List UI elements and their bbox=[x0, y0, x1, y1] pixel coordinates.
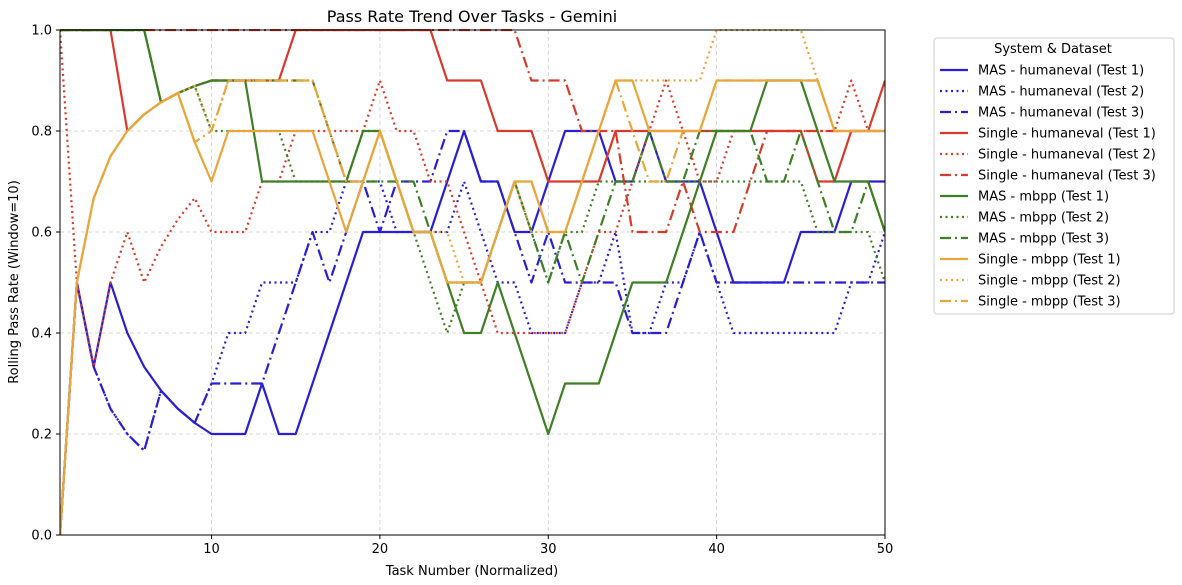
plot-frame bbox=[59, 29, 886, 536]
series-layer bbox=[60, 29, 885, 536]
x-tick-label: 40 bbox=[708, 542, 725, 557]
legend-label: MAS - mbpp (Test 1) bbox=[978, 190, 1109, 205]
legend-label: MAS - humaneval (Test 3) bbox=[978, 106, 1144, 121]
tick-layer: 10 20 30 40 50 0.0 0.2 0.4 0.6 0.8 1.0 bbox=[31, 24, 893, 558]
legend-items: MAS - humaneval (Test 1) MAS - humaneval … bbox=[940, 64, 1156, 310]
legend-title: System & Dataset bbox=[994, 42, 1112, 57]
series-line bbox=[60, 29, 885, 284]
series-line bbox=[60, 79, 885, 536]
series-line bbox=[60, 29, 885, 234]
legend-label: Single - humaneval (Test 3) bbox=[978, 169, 1156, 184]
x-tick-label: 50 bbox=[877, 542, 894, 557]
legend-label: Single - humaneval (Test 2) bbox=[978, 148, 1156, 163]
legend-label: Single - mbpp (Test 2) bbox=[978, 274, 1121, 289]
legend-label: Single - mbpp (Test 3) bbox=[978, 295, 1121, 310]
legend-label: MAS - humaneval (Test 1) bbox=[978, 64, 1144, 79]
x-tick-label: 10 bbox=[203, 542, 220, 557]
series-line bbox=[60, 129, 885, 536]
y-tick-label: 0.8 bbox=[31, 125, 52, 140]
y-tick-label: 1.0 bbox=[31, 24, 52, 39]
x-tick-label: 30 bbox=[540, 542, 557, 557]
x-axis-label: Task Number (Normalized) bbox=[385, 564, 558, 579]
series-line bbox=[60, 180, 885, 536]
legend-label: MAS - humaneval (Test 2) bbox=[978, 85, 1144, 100]
y-tick-label: 0.4 bbox=[31, 327, 52, 342]
x-tick-label: 20 bbox=[372, 542, 389, 557]
series-line bbox=[60, 29, 885, 335]
y-tick-label: 0.6 bbox=[31, 226, 52, 241]
y-tick-label: 0.2 bbox=[31, 428, 52, 443]
legend-box bbox=[933, 37, 1175, 315]
legend-label: Single - mbpp (Test 1) bbox=[978, 253, 1121, 268]
legend-label: MAS - mbpp (Test 2) bbox=[978, 211, 1109, 226]
chart-title: Pass Rate Trend Over Tasks - Gemini bbox=[327, 7, 617, 26]
y-tick-label: 0.0 bbox=[31, 529, 52, 544]
y-axis-label: Rolling Pass Rate (Window=10) bbox=[7, 180, 22, 384]
legend-label: Single - humaneval (Test 1) bbox=[978, 127, 1156, 142]
legend: System & Dataset MAS - humaneval (Test 1… bbox=[933, 37, 1175, 315]
legend-label: MAS - mbpp (Test 3) bbox=[978, 232, 1109, 247]
